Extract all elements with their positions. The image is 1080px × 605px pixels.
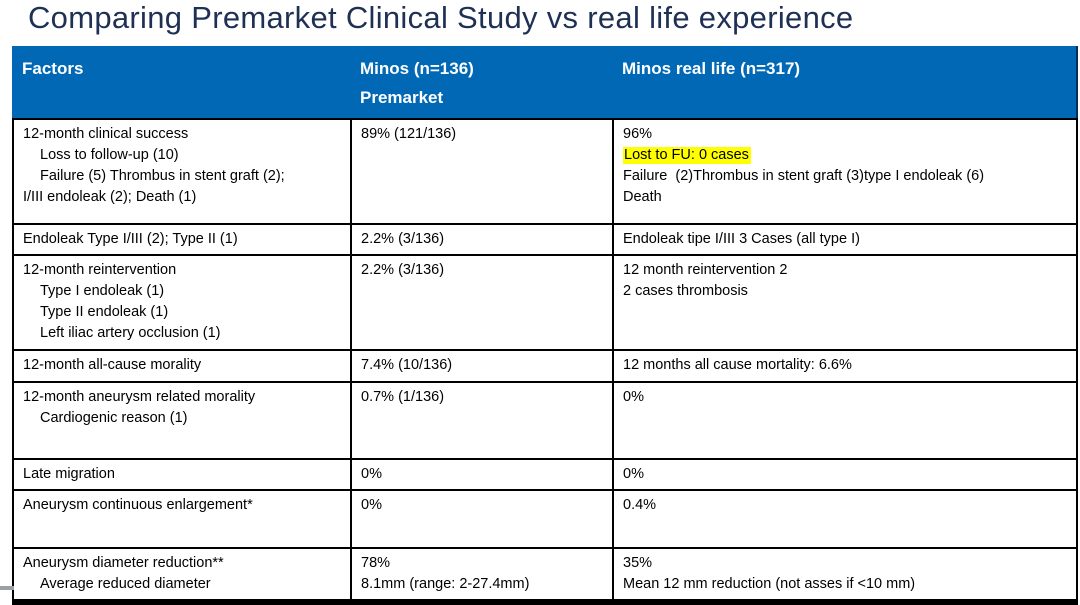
table-row: Late migration 0% 0% xyxy=(14,458,1076,489)
cell-line: 12-month clinical success xyxy=(23,126,189,142)
table-row: Endoleak Type I/III (2); Type II (1) 2.2%… xyxy=(14,223,1076,254)
real-life-cell: 0.4% xyxy=(612,491,1076,547)
cell-line: 0% xyxy=(361,497,382,513)
header-factors: Factors xyxy=(12,46,350,118)
cell-line: Mean 12 mm reduction (not asses if <10 m… xyxy=(623,576,916,592)
cell-line: 0% xyxy=(623,389,644,405)
cell-line: 12 months all cause mortality: 6.6% xyxy=(623,357,852,373)
real-life-cell: 0% xyxy=(612,383,1076,458)
cell-line: Cardiogenic reason (1) xyxy=(40,410,188,426)
comparison-table: Factors Minos (n=136) Premarket Minos real … xyxy=(12,46,1078,605)
table-body: 12-month clinical success Loss to follow-… xyxy=(12,118,1078,605)
premarket-cell: 2.2% (3/136) xyxy=(350,256,612,349)
table-row: Aneurysm continuous enlargement* 0% 0.4% xyxy=(14,489,1076,547)
real-life-cell: 12 months all cause mortality: 6.6% xyxy=(612,351,1076,381)
factor-cell: 12-month reintervention Type I endoleak (… xyxy=(14,256,350,349)
cell-line: 2.2% (3/136) xyxy=(361,262,445,278)
factor-cell: 12-month aneurysm related morality Cardio… xyxy=(14,383,350,458)
cell-line: 0.7% (1/136) xyxy=(361,389,445,405)
cell-line: 89% (121/136) xyxy=(361,126,457,142)
header-line: Minos real life (n=317) xyxy=(622,59,801,78)
table-row: 12-month aneurysm related morality Cardio… xyxy=(14,381,1076,458)
cell-line: 96% xyxy=(623,126,653,142)
cell-line: Left iliac artery occlusion (1) xyxy=(40,325,221,341)
premarket-cell: 0% xyxy=(350,460,612,489)
table-row: 12-month reintervention Type I endoleak (… xyxy=(14,254,1076,349)
premarket-cell: 7.4% (10/136) xyxy=(350,351,612,381)
cell-line: Average reduced diameter xyxy=(40,576,211,592)
factor-cell: Aneurysm diameter reduction** Average red… xyxy=(14,549,350,599)
header-real-life: Minos real life (n=317) xyxy=(612,46,1076,118)
cell-line: 2 cases thrombosis xyxy=(623,283,748,299)
factor-cell: Endoleak Type I/III (2); Type II (1) xyxy=(14,225,350,254)
premarket-cell: 0% xyxy=(350,491,612,547)
cell-line: Endoleak Type I/III (2); Type II (1) xyxy=(23,231,238,247)
table-row: Aneurysm diameter reduction** Average red… xyxy=(14,547,1076,599)
cell-line: Late migration xyxy=(23,466,115,482)
cell-line: 7.4% (10/136) xyxy=(361,357,453,373)
cell-line: 2.2% (3/136) xyxy=(361,231,445,247)
cell-line: 0.4% xyxy=(623,497,657,513)
cell-line: 12-month all-cause morality xyxy=(23,357,202,373)
factor-cell: 12-month clinical success Loss to follow-… xyxy=(14,120,350,223)
cell-line: 35% xyxy=(623,555,653,571)
page-title: Comparing Premarket Clinical Study vs re… xyxy=(28,0,854,35)
table-row: 12-month clinical success Loss to follow-… xyxy=(14,120,1076,223)
factor-cell: Aneurysm continuous enlargement* xyxy=(14,491,350,547)
header-premarket: Minos (n=136) Premarket xyxy=(350,46,612,118)
cell-line: Aneurysm diameter reduction** xyxy=(23,555,224,571)
factor-cell: 12-month all-cause morality xyxy=(14,351,350,381)
cell-line: 0% xyxy=(361,466,382,482)
cell-line: Aneurysm continuous enlargement* xyxy=(23,497,253,513)
window-edge-artifact xyxy=(0,586,14,590)
cell-line: 12-month aneurysm related morality xyxy=(23,389,256,405)
cell-line: Failure (2)Thrombus in stent graft (3)ty… xyxy=(623,168,985,184)
highlighted-text: Lost to FU: 0 cases xyxy=(623,147,751,164)
real-life-cell: 96% Lost to FU: 0 cases Failure (2)Thrombu… xyxy=(612,120,1076,223)
header-line: Factors xyxy=(22,59,84,78)
cell-line: 8.1mm (range: 2-27.4mm) xyxy=(361,576,530,592)
cell-line: Endoleak tipe I/III 3 Cases (all type I) xyxy=(623,231,860,247)
cell-line: Failure (5) Thrombus in stent graft (2); xyxy=(40,168,285,184)
real-life-cell: Endoleak tipe I/III 3 Cases (all type I) xyxy=(612,225,1076,254)
cell-line: 12 month reintervention 2 xyxy=(623,262,788,278)
cell-line: Loss to follow-up (10) xyxy=(40,147,179,163)
table-row: 12-month all-cause morality 7.4% (10/136)… xyxy=(14,349,1076,381)
premarket-cell: 0.7% (1/136) xyxy=(350,383,612,458)
cell-line: Type II endoleak (1) xyxy=(40,304,169,320)
premarket-cell: 78% 8.1mm (range: 2-27.4mm) xyxy=(350,549,612,599)
cell-line: Death xyxy=(623,189,662,205)
factor-cell: Late migration xyxy=(14,460,350,489)
header-line: Premarket xyxy=(360,88,444,107)
cell-line: Type I endoleak (1) xyxy=(40,283,165,299)
premarket-cell: 2.2% (3/136) xyxy=(350,225,612,254)
cell-line: I/III endoleak (2); Death (1) xyxy=(23,189,197,205)
premarket-cell: 89% (121/136) xyxy=(350,120,612,223)
cell-line: 0% xyxy=(623,466,644,482)
real-life-cell: 35% Mean 12 mm reduction (not asses if <1… xyxy=(612,549,1076,599)
table-header-row: Factors Minos (n=136) Premarket Minos real … xyxy=(12,46,1078,118)
header-line: Minos (n=136) xyxy=(360,59,474,78)
real-life-cell: 12 month reintervention 2 2 cases thrombo… xyxy=(612,256,1076,349)
cell-line: 78% xyxy=(361,555,391,571)
cell-line: 12-month reintervention xyxy=(23,262,177,278)
real-life-cell: 0% xyxy=(612,460,1076,489)
